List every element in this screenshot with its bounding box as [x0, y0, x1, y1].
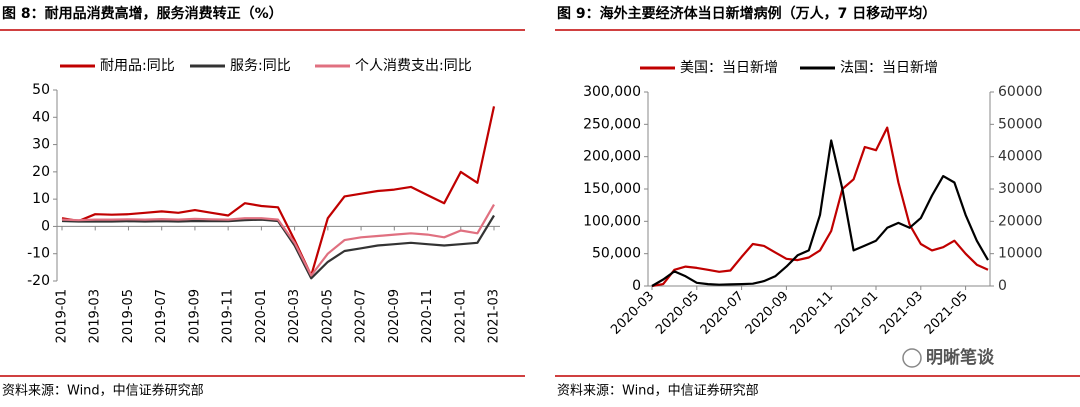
x-tick-label: 2020-03 [287, 289, 302, 343]
y2-tick-label: 50000 [998, 116, 1043, 132]
y2-tick-label: 30000 [998, 181, 1043, 197]
legend-label: 个人消费支出:同比 [355, 58, 472, 74]
y-tick-label: 20 [32, 164, 50, 180]
y2-tick-label: 40000 [998, 149, 1043, 165]
x-tick-label: 2019-07 [154, 289, 169, 343]
x-tick-label: 2020-01 [254, 289, 269, 343]
y-tick-label: 10 [32, 191, 50, 207]
y-tick-label: 0 [632, 278, 641, 294]
x-tick-label: 2019-05 [121, 289, 136, 343]
chart-title: 图 8：耐用品消费高增，服务消费转正（%） [2, 5, 283, 22]
source-note: 资料来源：Wind，中信证券研究部 [557, 383, 759, 399]
series-line [651, 126, 989, 288]
x-tick-label: 2020-05 [653, 289, 702, 338]
x-tick-label: 2021-01 [832, 289, 881, 338]
legend-label: 美国：当日新增 [680, 60, 778, 76]
x-tick-label: 2019-03 [88, 289, 103, 343]
x-tick-label: 2020-07 [354, 289, 369, 343]
x-tick-label: 2021-03 [487, 289, 502, 343]
y-tick-label: 300,000 [583, 84, 641, 100]
y-tick-label: -20 [27, 273, 50, 289]
x-tick-label: 2019-11 [221, 289, 236, 343]
x-tick-label: 2019-09 [187, 289, 202, 343]
series-line [61, 106, 496, 277]
x-tick-label: 2021-01 [453, 289, 468, 343]
y2-tick-label: 20000 [998, 213, 1043, 229]
x-tick-label: 2020-03 [608, 289, 657, 338]
x-tick-label: 2020-11 [420, 289, 435, 343]
y-tick-label: 50,000 [592, 246, 641, 262]
y-tick-label: -10 [27, 246, 50, 262]
y-tick-label: 40 [32, 109, 50, 125]
x-tick-label: 2021-03 [877, 289, 926, 338]
series-line [61, 214, 495, 280]
y-tick-label: 100,000 [583, 213, 641, 229]
legend-label: 法国：当日新增 [840, 60, 938, 76]
legend-label: 服务:同比 [230, 58, 291, 74]
y2-tick-label: 60000 [998, 84, 1043, 100]
y-tick-label: 50 [32, 82, 50, 98]
y-tick-label: 150,000 [583, 181, 641, 197]
x-tick-label: 2020-09 [743, 289, 792, 338]
series-line [61, 204, 495, 277]
legend-label: 耐用品:同比 [100, 58, 175, 74]
series-line [651, 139, 989, 287]
source-note: 资料来源：Wind，中信证券研究部 [2, 383, 204, 399]
watermark: 明晰笔谈 [926, 347, 995, 368]
x-tick-label: 2020-11 [787, 289, 836, 338]
x-tick-label: 2020-07 [698, 289, 747, 338]
y-tick-label: 200,000 [583, 149, 641, 165]
chart-title: 图 9：海外主要经济体当日新增病例（万人，7 日移动平均） [557, 5, 936, 22]
x-tick-label: 2019-01 [55, 289, 70, 343]
x-tick-label: 2021-05 [922, 289, 971, 338]
y2-tick-label: 0 [998, 278, 1007, 294]
watermark-icon [902, 348, 922, 368]
y-tick-label: 0 [41, 218, 50, 234]
y-tick-label: 250,000 [583, 116, 641, 132]
x-tick-label: 2020-09 [387, 289, 402, 343]
x-tick-label: 2020-05 [320, 289, 335, 343]
y2-tick-label: 10000 [998, 246, 1043, 262]
y-tick-label: 30 [32, 137, 50, 153]
